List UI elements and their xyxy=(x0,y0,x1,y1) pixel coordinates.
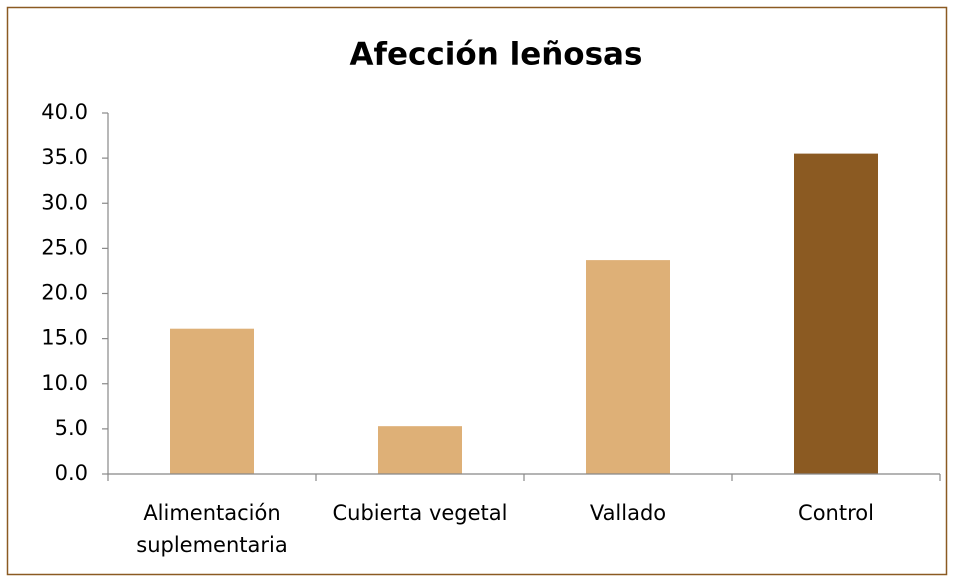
x-tick-label: Control xyxy=(798,501,874,525)
y-tick-label: 40.0 xyxy=(41,100,88,124)
chart-border xyxy=(6,6,948,576)
y-tick-label: 25.0 xyxy=(41,235,88,259)
chart-title: Afección leñosas xyxy=(350,37,643,73)
x-tick-label: Vallado xyxy=(589,501,667,525)
x-tick-label: Cubierta vegetal xyxy=(332,501,508,525)
x-tick-label: Alimentación suplementaria xyxy=(136,501,288,557)
bar xyxy=(586,260,670,474)
y-tick-label: 15.0 xyxy=(41,326,88,350)
bar xyxy=(378,426,462,474)
y-tick-label: 30.0 xyxy=(41,190,88,214)
y-tick-label: 0.0 xyxy=(55,461,88,485)
bar xyxy=(170,328,254,474)
y-tick-label: 10.0 xyxy=(41,371,88,395)
bar xyxy=(794,153,878,475)
y-tick-label: 5.0 xyxy=(55,416,88,440)
y-tick-label: 20.0 xyxy=(41,281,88,305)
y-tick-label: 35.0 xyxy=(41,145,88,169)
